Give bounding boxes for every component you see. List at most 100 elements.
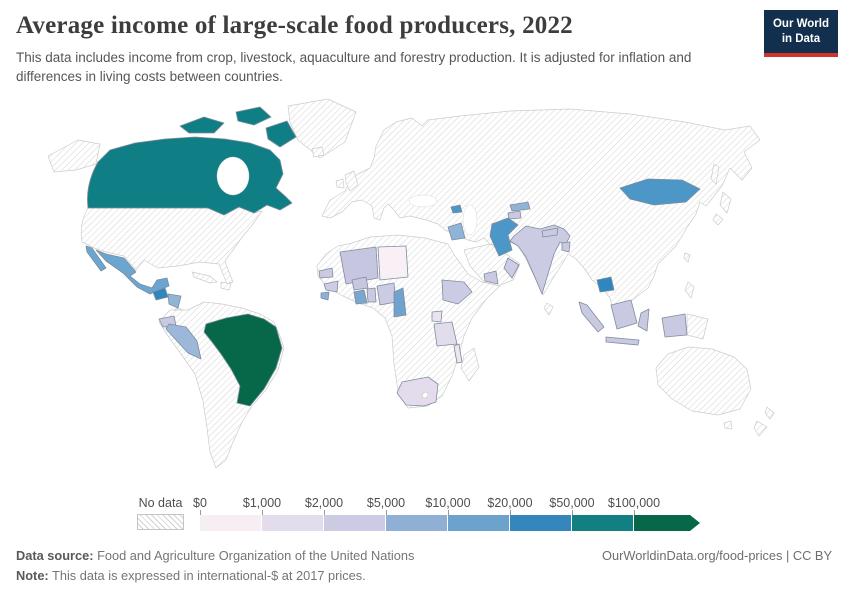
country-canada-arctic-1[interactable] [179,116,225,134]
country-new-zealand-south[interactable] [753,420,768,437]
country-brazil[interactable] [203,313,283,407]
country-oman[interactable] [503,257,520,279]
legend-segment[interactable] [572,515,634,531]
country-mexico-baja[interactable] [85,245,107,272]
country-ireland[interactable] [335,178,345,189]
country-mali[interactable] [339,246,379,285]
country-uganda[interactable] [431,310,443,323]
owid-logo-line2: in Data [781,32,821,45]
country-iceland[interactable] [311,146,325,158]
black-sea [408,194,438,208]
legend-tick [572,510,573,515]
country-niger[interactable] [377,245,409,281]
legend-segment[interactable] [448,515,510,531]
legend-segment-arrow[interactable] [634,515,700,531]
country-india[interactable] [509,224,571,295]
country-nepal[interactable] [541,227,559,238]
legend-tick [200,510,201,515]
island-tasmania[interactable] [723,420,733,430]
country-japan[interactable] [719,191,732,214]
legend-tick [634,510,635,515]
country-new-zealand-north[interactable] [764,406,775,420]
country-bangladesh[interactable] [561,241,571,253]
country-iraq[interactable] [447,222,466,241]
owid-url-link[interactable]: OurWorldinData.org/food-prices | CC BY [602,548,832,563]
country-madagascar[interactable] [460,347,480,382]
country-malaysia-borneo[interactable] [610,299,638,330]
data-source-text: Food and Agriculture Organization of the… [93,548,415,563]
country-australia[interactable] [655,346,752,416]
chart-subtitle: This data includes income from crop, liv… [16,49,692,85]
chart-title: Average income of large-scale food produ… [16,12,573,39]
data-source-line: Data source: Food and Agriculture Organi… [16,546,834,566]
legend-tick [262,510,263,515]
country-cameroon[interactable] [393,287,407,318]
legend-tick-label: $1,000 [242,496,282,510]
note-label: Note: [16,568,49,584]
country-indonesia-papua[interactable] [661,313,688,338]
country-taiwan[interactable] [683,252,691,263]
country-canada-arctic-2[interactable] [235,106,272,126]
country-azerbaijan[interactable] [450,204,463,214]
country-senegal[interactable] [318,267,334,279]
country-pakistan[interactable] [489,217,519,257]
legend-no-data: No data [137,496,184,530]
country-philippines[interactable] [684,281,695,299]
country-hispaniola[interactable] [220,281,232,291]
country-guinea[interactable] [323,280,339,293]
legend-segment[interactable] [386,515,448,531]
country-mexico[interactable] [95,249,170,295]
country-kyrgyzstan[interactable] [509,201,531,212]
country-usa[interactable] [80,206,263,285]
country-yemen[interactable] [483,270,499,285]
country-canada-baffin[interactable] [265,120,297,148]
country-indonesia-sumatra[interactable] [578,301,605,333]
country-peru[interactable] [165,323,202,360]
country-tanzania[interactable] [433,321,458,347]
country-cuba[interactable] [191,271,218,284]
legend-tick-label: $5,000 [366,496,406,510]
country-honduras-nicaragua[interactable] [167,293,182,309]
country-mongolia[interactable] [619,178,701,206]
country-papua-new-guinea[interactable] [686,313,709,340]
legend-tick-label: $2,000 [304,496,344,510]
chart-footer: Data source: Food and Agriculture Organi… [16,546,834,587]
legend-tick [510,510,511,515]
legend-tick-label: $10,000 [425,496,471,510]
country-indonesia-sulawesi[interactable] [637,308,650,332]
country-canada[interactable] [87,136,293,216]
no-data-swatch[interactable] [137,514,184,530]
country-indonesia-java[interactable] [605,336,640,346]
owid-logo[interactable]: Our World in Data [763,10,838,57]
country-burkina-faso[interactable] [351,276,369,291]
country-lesotho[interactable] [421,391,429,399]
country-south-africa[interactable] [396,376,439,407]
legend-segment[interactable] [200,515,262,531]
legend-tick [386,510,387,515]
note-line: Note: This data is expressed in internat… [16,566,834,586]
country-uk[interactable] [344,170,359,192]
country-japan-south[interactable] [712,213,724,226]
legend-tick-label: $50,000 [549,496,595,510]
country-ghana[interactable] [353,289,368,305]
country-greenland[interactable] [287,98,357,159]
country-cambodia[interactable] [596,276,615,293]
country-togo-benin[interactable] [366,287,377,303]
country-tajikistan[interactable] [507,210,522,220]
country-alaska[interactable] [47,139,101,173]
country-malawi[interactable] [453,343,463,364]
island-sakhalin[interactable] [710,163,720,185]
legend-tick-label: $0 [193,496,207,510]
legend-segment[interactable] [324,515,386,531]
legend-segment[interactable] [510,515,572,531]
country-sierra-leone[interactable] [320,291,330,301]
country-nigeria[interactable] [376,282,397,306]
no-data-label: No data [138,496,183,510]
note-text: This data is expressed in international-… [48,568,366,584]
country-ethiopia[interactable] [441,279,473,305]
country-sri-lanka[interactable] [543,302,554,316]
caspian-sea [462,204,478,236]
legend-segment[interactable] [262,515,324,531]
legend-tick-label: $100,000 [607,496,661,510]
